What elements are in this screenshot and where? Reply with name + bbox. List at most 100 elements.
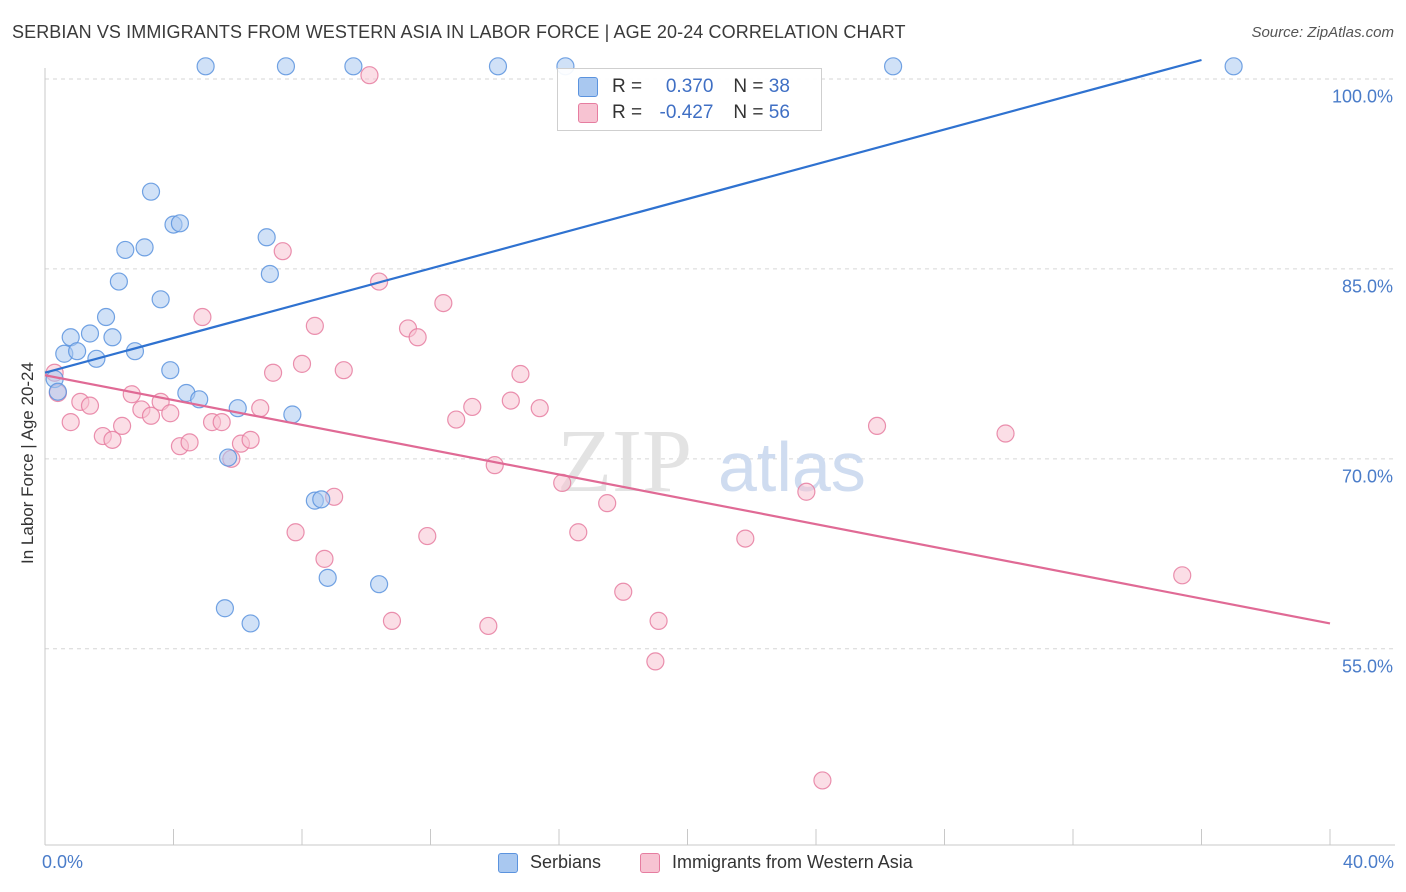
- western-asia-point: [598, 494, 617, 513]
- western-asia-point: [646, 652, 665, 671]
- serbians-legend-swatch: [498, 852, 518, 873]
- western-asia-point: [305, 316, 324, 335]
- western-asia-legend-swatch: [640, 852, 660, 873]
- legend-row-serbians: R = 0.370 N = 38: [578, 76, 790, 98]
- serbian-point: [370, 575, 389, 594]
- n-value: 56: [768, 102, 790, 123]
- western-asia-point: [315, 549, 334, 568]
- western-asia-point: [251, 399, 270, 418]
- serbian-point: [283, 405, 302, 424]
- serbian-point: [488, 57, 508, 76]
- axes: [44, 68, 1395, 846]
- correlation-legend: R = 0.370 N = 38 R = -0.427 N = 56: [557, 68, 822, 131]
- serbian-point: [276, 57, 296, 76]
- western-asia-point: [1173, 566, 1192, 585]
- serbian-point: [312, 490, 331, 509]
- serbian-point: [257, 228, 276, 247]
- western-asia-point: [360, 66, 379, 85]
- n-label: N =: [733, 76, 764, 97]
- r-label: R =: [612, 102, 643, 123]
- watermark-zip: ZIP: [557, 412, 692, 511]
- western-asia-point: [736, 529, 755, 548]
- western-asia-point: [649, 611, 668, 630]
- source-note: Source: ZipAtlas.com: [1251, 24, 1394, 41]
- western-asia-point: [273, 242, 292, 261]
- western-asia-point: [61, 413, 80, 432]
- serbian-point: [135, 238, 154, 257]
- serbians-legend-label: Serbians: [530, 852, 602, 872]
- r-value: -0.427: [659, 102, 714, 123]
- western-asia-point: [80, 396, 100, 415]
- western-asia-point: [485, 456, 504, 475]
- western-asia-point: [463, 397, 482, 417]
- serbian-point: [344, 57, 363, 76]
- western-asia-point: [511, 364, 530, 384]
- serbian-points: [45, 57, 1243, 633]
- western-asia-trend-line: [44, 374, 1331, 625]
- serbian-point: [215, 599, 234, 618]
- gridlines: [45, 78, 1395, 650]
- serbian-point: [125, 342, 145, 361]
- legend-item-serbians[interactable]: Serbians: [498, 852, 601, 873]
- western-asia-point: [382, 611, 402, 630]
- serbian-point: [318, 568, 337, 587]
- trend-lines: [44, 58, 1331, 625]
- y-tick-label: 100.0%: [1331, 86, 1393, 107]
- western-asia-point: [263, 363, 283, 382]
- serbian-point: [48, 382, 67, 401]
- n-value: 38: [768, 76, 790, 97]
- x-tick-label-min: 0.0%: [42, 852, 84, 872]
- serbian-point: [260, 264, 279, 284]
- western-asia-point: [112, 416, 132, 436]
- n-label: N =: [733, 102, 764, 123]
- western-asia-point: [180, 433, 199, 452]
- legend-row-western-asia: R = -0.427 N = 56: [578, 102, 790, 124]
- western-asia-point: [434, 293, 453, 313]
- western-asia-point: [241, 430, 260, 449]
- western-asia-point: [161, 404, 180, 423]
- western-asia-point: [797, 482, 816, 501]
- serbians-swatch: [578, 77, 598, 97]
- chart-title: SERBIAN VS IMMIGRANTS FROM WESTERN ASIA …: [12, 22, 906, 42]
- serbian-point: [241, 614, 260, 633]
- western-asia-point: [286, 523, 305, 542]
- serbian-point: [103, 328, 122, 347]
- x-tick-label-max: 40.0%: [1342, 852, 1394, 872]
- legend-item-western-asia[interactable]: Immigrants from Western Asia: [640, 852, 913, 873]
- watermark-atlas: atlas: [718, 428, 866, 506]
- r-value: 0.370: [665, 76, 714, 97]
- western-asia-point: [193, 307, 212, 327]
- western-asia-point: [141, 406, 161, 425]
- serbian-point: [883, 57, 903, 76]
- watermark: ZIP atlas: [557, 412, 866, 511]
- western-asia-point: [569, 523, 588, 542]
- serbian-point: [161, 361, 180, 380]
- y-axis-label: In Labor Force | Age 20-24: [18, 362, 37, 564]
- western-asia-point: [501, 391, 520, 410]
- western-asia-point: [996, 424, 1015, 443]
- r-label: R =: [612, 76, 643, 97]
- western-asia-point: [813, 771, 832, 790]
- serbian-point: [219, 448, 238, 467]
- western-asia-point: [334, 361, 353, 380]
- serbian-point: [80, 324, 100, 343]
- western-asia-point: [530, 399, 549, 418]
- serbian-point: [109, 272, 128, 291]
- western-asia-point: [408, 328, 427, 347]
- western-asia-point: [614, 582, 633, 601]
- western-asia-point: [418, 526, 437, 546]
- serbian-point: [141, 182, 161, 201]
- western-asia-points: [45, 66, 1192, 790]
- serbian-point: [1224, 57, 1243, 76]
- serbian-point: [196, 57, 215, 76]
- serbian-point: [151, 290, 170, 309]
- serbian-point: [116, 240, 135, 260]
- y-tick-label: 55.0%: [1341, 656, 1393, 677]
- y-tick-label: 70.0%: [1341, 466, 1393, 487]
- serbian-point: [68, 342, 87, 361]
- western-asia-legend-label: Immigrants from Western Asia: [672, 852, 913, 872]
- western-asia-point: [447, 410, 466, 429]
- serbian-point: [170, 214, 190, 233]
- western-asia-swatch: [578, 103, 598, 123]
